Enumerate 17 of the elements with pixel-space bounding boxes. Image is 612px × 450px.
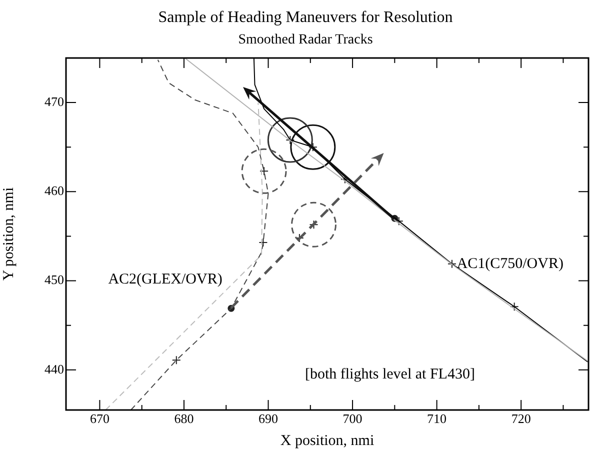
annotation: [both flights level at FL430] xyxy=(304,366,475,383)
x-tick-label: 710 xyxy=(427,411,447,426)
x-tick-label: 690 xyxy=(258,411,278,426)
y-tick-label: 470 xyxy=(44,94,64,109)
chart-subtitle: Smoothed Radar Tracks xyxy=(238,32,373,48)
y-tick-label: 450 xyxy=(44,272,64,288)
annotation: AC1(C750/OVR) xyxy=(456,256,564,272)
y-tick-label: 440 xyxy=(44,361,64,376)
y-axis-title: Y position, nmi xyxy=(0,187,17,281)
x-axis-title: X position, nmi xyxy=(280,432,374,449)
annotation: AC2(GLEX/OVR) xyxy=(108,272,222,288)
y-tick-label: 460 xyxy=(44,183,64,198)
x-tick-label: 670 xyxy=(90,411,110,426)
x-tick-label: 680 xyxy=(174,411,194,426)
x-tick-label: 720 xyxy=(511,411,531,426)
chart-title: Sample of Heading Maneuvers for Resolution xyxy=(158,8,453,26)
x-tick-label: 700 xyxy=(342,411,362,426)
